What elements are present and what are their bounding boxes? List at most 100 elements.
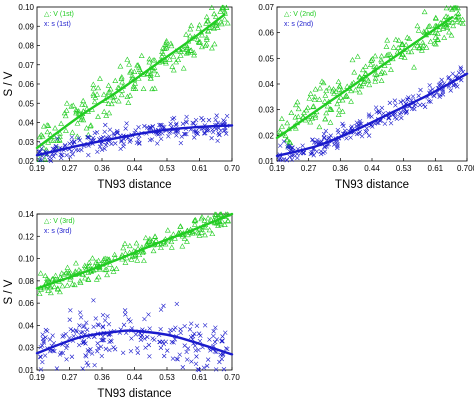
s-point [118,146,123,152]
v-point [47,289,54,296]
v-point [294,99,301,105]
v-point [146,236,153,242]
y-tick-label: 0.01 [258,157,274,166]
x-tick-label: 0.53 [159,164,175,173]
v-point [278,115,285,122]
v-point [115,98,122,104]
s-point [217,132,222,138]
s-point [446,76,451,81]
v-point [218,21,225,27]
s-point [436,83,442,88]
v-point [223,4,230,10]
v-point [191,52,197,58]
v-point [404,34,411,40]
s-point [458,66,464,72]
v-point [425,23,432,29]
v-point [80,97,87,104]
v-point [344,93,350,99]
s-point [155,141,160,146]
y-tick-label: 0.10 [18,255,34,264]
v-point [56,133,63,139]
v-point [388,66,394,72]
v-point [432,41,439,47]
v-point [72,268,79,274]
v-point [414,42,421,48]
s-point [182,343,187,348]
s-point [174,356,179,362]
s-point [455,84,460,89]
s-point [201,131,207,136]
s-point [115,128,120,134]
s-point [224,113,230,119]
v-point [378,53,385,59]
v-point [105,89,112,95]
v-point [64,264,71,270]
v-point [427,38,434,44]
s-point [178,330,183,336]
s-point [173,122,179,128]
s-point [102,146,107,151]
v-point [406,35,413,42]
y-tick-label: 0.03 [18,344,34,353]
v-point [221,221,228,227]
s-point [439,77,444,83]
v-point [336,106,343,112]
s-point [59,152,65,158]
y-tick-label: 0.02 [18,157,34,166]
s-point [68,308,73,313]
s-point [58,152,63,157]
y-tick-label: 0.07 [258,3,274,12]
v-point [118,74,125,80]
v-point [455,13,462,19]
v-point [111,251,118,257]
s-point [217,359,222,365]
v-point [312,112,319,118]
v-point [50,137,57,143]
v-point [86,262,93,269]
v-point [163,45,170,51]
v-point [293,101,299,108]
s-point [213,367,219,372]
v-point [356,83,363,89]
panel-2: 0.19 0.27 0.36 0.44 0.53 0.61 0.700 0.01 0.02 0.0… [258,3,474,191]
s-point [359,133,365,139]
v-point [37,270,44,276]
s-point [119,138,124,143]
s-point [80,366,85,371]
v-point [320,79,327,86]
s-point [161,341,167,347]
s-fit-line [275,72,469,158]
v-point [205,27,211,34]
s-point [63,331,68,337]
s-point [115,130,120,136]
s-point [91,298,96,303]
v-point [51,283,58,290]
s-point [53,143,59,149]
v-point [335,78,342,84]
v-point [85,263,91,269]
y-tick-label: 0.07 [18,61,34,70]
v-point [104,256,111,262]
s-point [99,147,105,152]
s-point [74,329,80,335]
s-point [198,333,203,338]
s-point [145,334,150,340]
s-point [412,106,417,112]
v-point [224,20,231,26]
legend-entry: x: s (3rd) [44,228,72,235]
v-point [54,286,61,292]
v-point [446,29,452,35]
y-tick-label: 0.10 [18,3,34,12]
s-point [196,331,202,336]
v-point [49,276,56,282]
v-point [356,74,363,80]
v-point [221,16,228,22]
v-point [351,69,358,75]
s-fit-line [35,124,234,157]
x-tick-label: 0.44 [127,164,143,173]
s-point [39,343,45,348]
s-point [448,88,453,93]
s-point [96,322,102,328]
s-point [386,115,391,120]
